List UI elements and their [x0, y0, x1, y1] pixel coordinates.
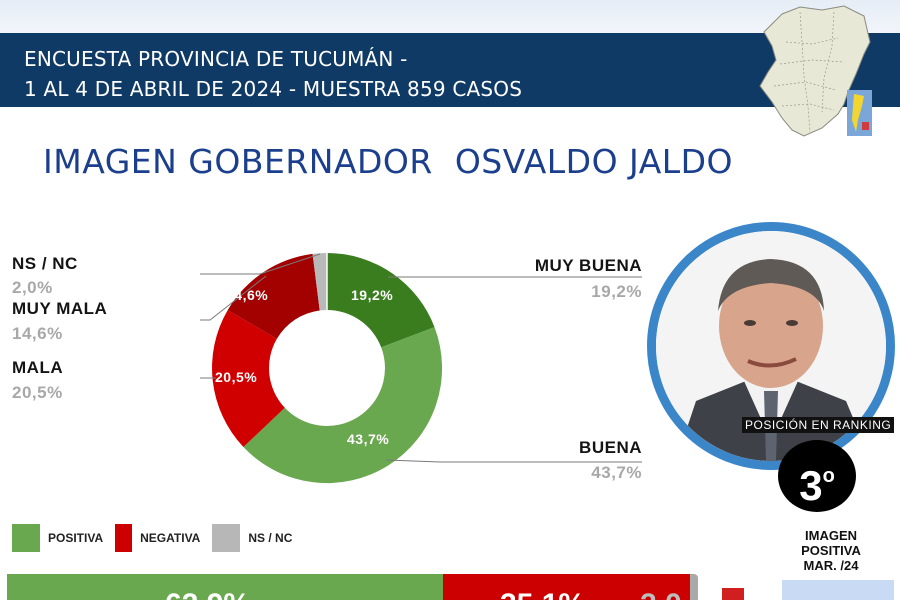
callout-label-buena: BUENA [579, 438, 642, 457]
survey-header: ENCUESTA PROVINCIA DE TUCUMÁN - 1 AL 4 D… [24, 44, 522, 104]
callout-value-muy-buena: 19,2% [591, 282, 642, 301]
ranking-ordinal: o [822, 465, 835, 487]
callout-value-ns-nc: 2,0% [12, 278, 53, 297]
callout-label-muy-mala: MUY MALA [12, 299, 108, 318]
callout-label-ns-nc: NS / NC [12, 254, 78, 273]
summary-bar-ns-nc-value: 2,0 [640, 590, 682, 600]
legend-label-negativa: NEGATIVA [140, 531, 201, 545]
slice-mala [212, 310, 285, 447]
callout-value-buena: 43,7% [591, 463, 642, 482]
summary-bar-negativa [443, 574, 690, 600]
callout-value-muy-mala: 14,6% [12, 324, 63, 343]
legend-label-positiva: POSITIVA [48, 531, 104, 545]
legend-item-negativa: NEGATIVA [115, 524, 206, 552]
callout-label-mala: MALA [12, 358, 64, 377]
imagen-positiva-heading: IMAGEN POSITIVA MAR. /24 [785, 528, 877, 573]
tucuman-province-map-icon [759, 5, 872, 137]
summary-bar-positiva [7, 574, 443, 600]
slice-label-muy-mala: 14,6% [226, 287, 269, 303]
donut-chart [200, 253, 642, 484]
legend-swatch-negativa [115, 524, 133, 552]
ranking-badge: 3o [778, 440, 856, 512]
mini-bar-red [722, 588, 744, 600]
summary-bar-ns-nc [690, 574, 698, 600]
header-band [0, 33, 900, 107]
page-title: IMAGEN GOBERNADOR OSVALDO JALDO [43, 142, 734, 181]
slice-buena [243, 327, 443, 484]
slice-label-muy-buena: 19,2% [351, 287, 394, 303]
header-line-1: ENCUESTA PROVINCIA DE TUCUMÁN - [24, 47, 408, 71]
ranking-position: 3 [799, 462, 823, 509]
legend-swatch-positiva [12, 524, 40, 552]
summary-bar-positiva-value: 62,9% [165, 590, 250, 600]
summary-bar-negativa-value: 35,1% [500, 590, 585, 600]
slice-label-mala: 20,5% [215, 369, 258, 385]
imagen-positiva-line-2: POSITIVA [801, 543, 861, 558]
callout-value-mala: 20,5% [12, 383, 63, 402]
legend-item-ns-nc: NS / NC [212, 524, 298, 552]
legend-item-positiva: POSITIVA [12, 524, 109, 552]
slice-label-buena: 43,7% [347, 431, 390, 447]
imagen-positiva-bar [782, 580, 894, 600]
imagen-positiva-line-1: IMAGEN [805, 528, 857, 543]
legend-label-ns-nc: NS / NC [248, 531, 293, 545]
slice-ns-nc [312, 253, 327, 311]
imagen-positiva-line-3: MAR. /24 [803, 558, 859, 573]
legend-swatch-ns-nc [212, 524, 241, 552]
slice-muy-buena [327, 253, 435, 348]
callout-label-muy-buena: MUY BUENA [534, 256, 642, 275]
header-line-2: 1 AL 4 DE ABRIL DE 2024 - MUESTRA 859 CA… [24, 77, 523, 101]
slice-muy-mala [227, 253, 320, 339]
chart-legend: POSITIVA NEGATIVA NS / NC [12, 524, 304, 552]
ranking-caption: POSICIÓN EN RANKING [742, 417, 895, 433]
